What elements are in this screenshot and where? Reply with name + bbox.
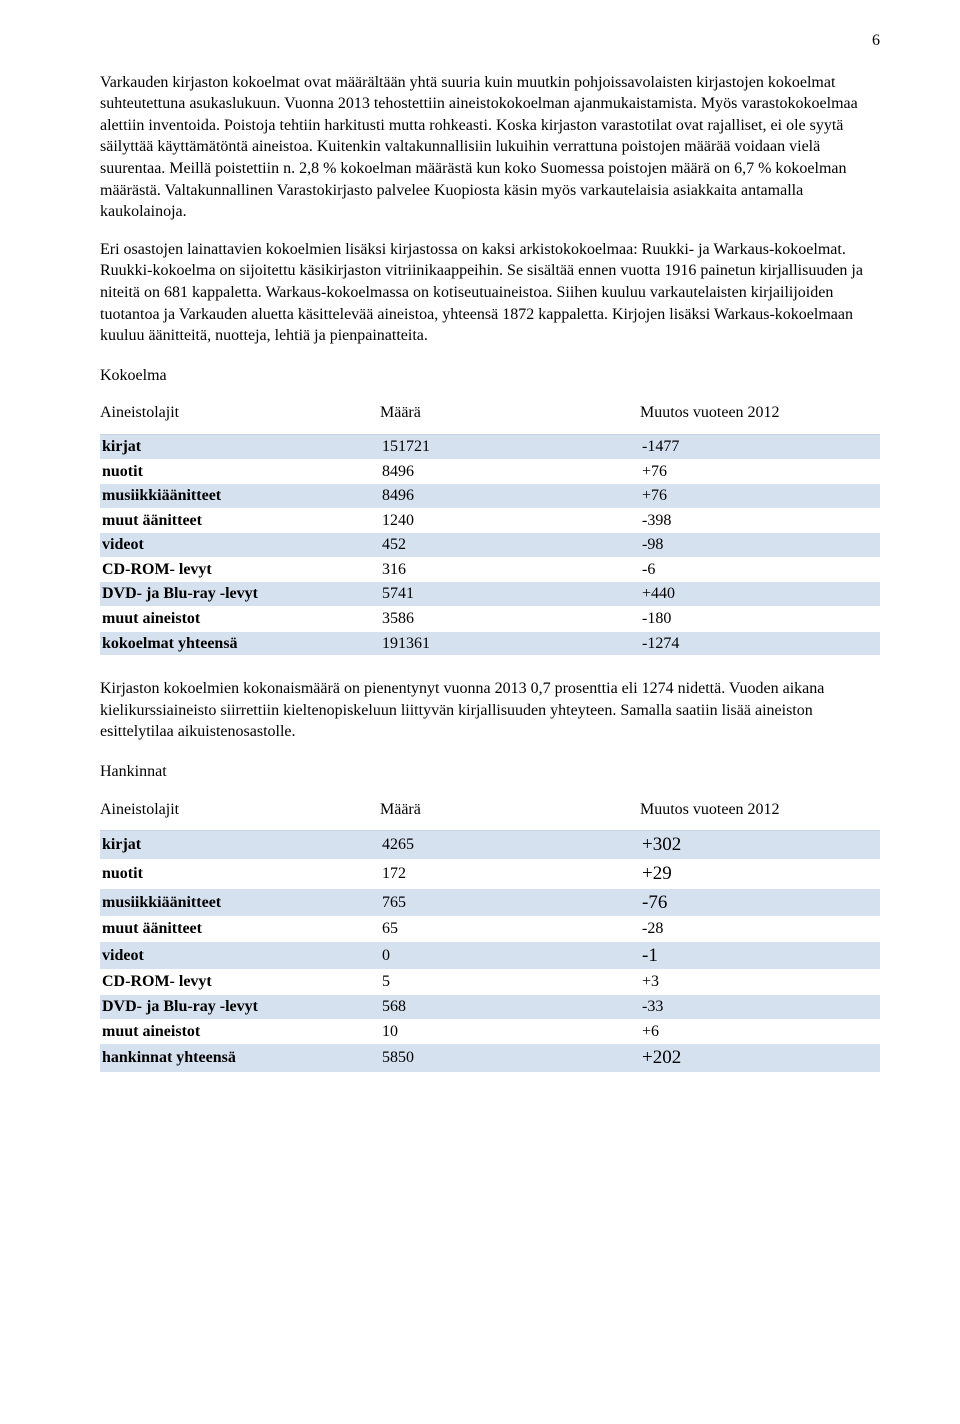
cell-count: 5: [380, 970, 640, 995]
table-row: videot452-98: [100, 533, 880, 558]
table-row: CD-ROM- levyt316-6: [100, 557, 880, 582]
cell-delta: -98: [640, 533, 880, 558]
table-row: DVD- ja Blu-ray -levyt5741+440: [100, 582, 880, 607]
th-aineistolajit: Aineistolajit: [100, 402, 380, 424]
cell-delta: -1: [640, 941, 880, 970]
table-row: nuotit8496+76: [100, 459, 880, 484]
table2-header: Aineistolajit Määrä Muutos vuoteen 2012: [100, 799, 880, 821]
cell-label: muut äänitteet: [100, 508, 380, 533]
cell-delta: +6: [640, 1019, 880, 1044]
table-row: musiikkiäänitteet8496+76: [100, 484, 880, 509]
th-maara-2: Määrä: [380, 799, 640, 821]
table-hankinnat: kirjat4265+302nuotit172+29musiikkiäänitt…: [100, 830, 880, 1073]
cell-label: kirjat: [100, 831, 380, 860]
heading-hankinnat: Hankinnat: [100, 761, 880, 783]
cell-count: 172: [380, 859, 640, 888]
cell-delta: +76: [640, 459, 880, 484]
cell-label: muut aineistot: [100, 607, 380, 632]
cell-count: 8496: [380, 459, 640, 484]
table-row: musiikkiäänitteet765-76: [100, 888, 880, 917]
cell-label: musiikkiäänitteet: [100, 888, 380, 917]
cell-delta: +202: [640, 1044, 880, 1073]
cell-delta: -1477: [640, 434, 880, 459]
cell-delta: +302: [640, 831, 880, 860]
cell-label: CD-ROM- levyt: [100, 557, 380, 582]
th-aineistolajit-2: Aineistolajit: [100, 799, 380, 821]
cell-count: 10: [380, 1019, 640, 1044]
cell-count: 8496: [380, 484, 640, 509]
cell-count: 316: [380, 557, 640, 582]
table-kokoelma: kirjat151721-1477nuotit8496+76musiikkiää…: [100, 434, 880, 656]
cell-delta: -180: [640, 607, 880, 632]
cell-delta: -398: [640, 508, 880, 533]
table-row: videot0-1: [100, 941, 880, 970]
th-maara: Määrä: [380, 402, 640, 424]
page-number: 6: [100, 30, 880, 52]
cell-count: 0: [380, 941, 640, 970]
cell-delta: -1274: [640, 631, 880, 656]
cell-label: videot: [100, 941, 380, 970]
cell-label: CD-ROM- levyt: [100, 970, 380, 995]
cell-count: 765: [380, 888, 640, 917]
cell-delta: +29: [640, 859, 880, 888]
cell-delta: -6: [640, 557, 880, 582]
cell-label: hankinnat yhteensä: [100, 1044, 380, 1073]
cell-count: 5850: [380, 1044, 640, 1073]
table-row: muut äänitteet1240-398: [100, 508, 880, 533]
cell-delta: +440: [640, 582, 880, 607]
cell-label: nuotit: [100, 859, 380, 888]
heading-kokoelma: Kokoelma: [100, 365, 880, 387]
cell-label: DVD- ja Blu-ray -levyt: [100, 994, 380, 1019]
cell-label: kokoelmat yhteensä: [100, 631, 380, 656]
cell-label: DVD- ja Blu-ray -levyt: [100, 582, 380, 607]
cell-delta: -33: [640, 994, 880, 1019]
cell-count: 1240: [380, 508, 640, 533]
table-row: kirjat151721-1477: [100, 434, 880, 459]
cell-count: 65: [380, 917, 640, 942]
cell-count: 3586: [380, 607, 640, 632]
table-row: CD-ROM- levyt5+3: [100, 970, 880, 995]
cell-count: 5741: [380, 582, 640, 607]
paragraph-1: Varkauden kirjaston kokoelmat ovat määrä…: [100, 72, 880, 223]
table-row: hankinnat yhteensä5850+202: [100, 1044, 880, 1073]
cell-label: videot: [100, 533, 380, 558]
table-row: muut äänitteet65-28: [100, 917, 880, 942]
table-row: nuotit172+29: [100, 859, 880, 888]
cell-delta: -28: [640, 917, 880, 942]
table-row: muut aineistot3586-180: [100, 607, 880, 632]
cell-count: 452: [380, 533, 640, 558]
cell-delta: -76: [640, 888, 880, 917]
cell-delta: +3: [640, 970, 880, 995]
table-row: kirjat4265+302: [100, 831, 880, 860]
table-row: kokoelmat yhteensä191361-1274: [100, 631, 880, 656]
paragraph-2: Eri osastojen lainattavien kokoelmien li…: [100, 239, 880, 347]
cell-count: 568: [380, 994, 640, 1019]
cell-label: muut äänitteet: [100, 917, 380, 942]
cell-label: nuotit: [100, 459, 380, 484]
cell-count: 4265: [380, 831, 640, 860]
table1-header: Aineistolajit Määrä Muutos vuoteen 2012: [100, 402, 880, 424]
th-muutos-2: Muutos vuoteen 2012: [640, 799, 880, 821]
cell-count: 151721: [380, 434, 640, 459]
cell-delta: +76: [640, 484, 880, 509]
table-row: muut aineistot10+6: [100, 1019, 880, 1044]
cell-count: 191361: [380, 631, 640, 656]
table-row: DVD- ja Blu-ray -levyt568-33: [100, 994, 880, 1019]
cell-label: muut aineistot: [100, 1019, 380, 1044]
cell-label: musiikkiäänitteet: [100, 484, 380, 509]
cell-label: kirjat: [100, 434, 380, 459]
th-muutos: Muutos vuoteen 2012: [640, 402, 880, 424]
paragraph-3: Kirjaston kokoelmien kokonaismäärä on pi…: [100, 678, 880, 743]
